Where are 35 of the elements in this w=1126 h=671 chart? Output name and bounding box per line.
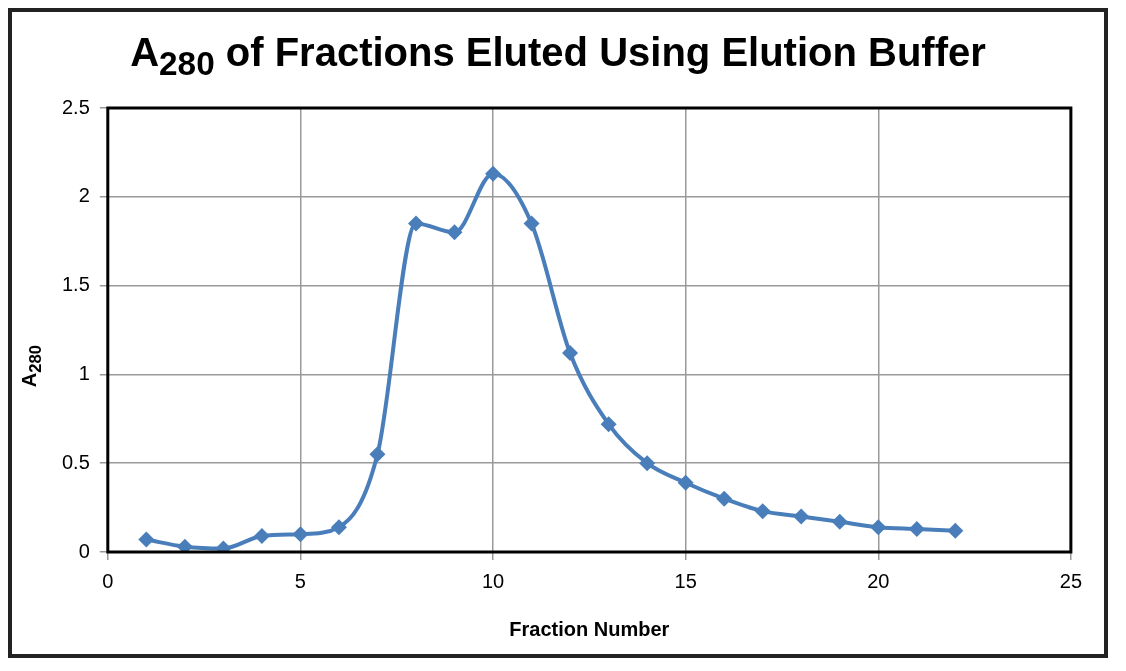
- point: [677, 474, 694, 491]
- point: [870, 519, 887, 536]
- x-tick-label: 25: [1059, 569, 1082, 592]
- y-tick-label: 0.5: [61, 450, 90, 473]
- y-tick-label: 0: [78, 539, 90, 562]
- x-tick-label: 10: [481, 569, 505, 592]
- point: [908, 520, 925, 537]
- x-tick-label: 5: [294, 569, 306, 592]
- point: [292, 526, 309, 543]
- y-tick-label: 2.5: [61, 95, 90, 118]
- x-axis-title: Fraction Number: [509, 617, 670, 640]
- point: [253, 528, 270, 545]
- chart-title: A$_{280}$ of Fractions Eluted Using Elution Buffer: [129, 29, 987, 84]
- point: [330, 519, 347, 536]
- point: [716, 490, 733, 507]
- point: [947, 522, 964, 539]
- x-tick-label: 15: [674, 569, 697, 592]
- point: [369, 446, 386, 463]
- point: [407, 215, 424, 232]
- point: [446, 224, 463, 241]
- point: [485, 165, 502, 182]
- point: [176, 538, 193, 552]
- x-tick-label: 0: [102, 569, 114, 592]
- point: [639, 455, 656, 472]
- y-tick-label: 2: [78, 184, 90, 207]
- point: [831, 513, 848, 530]
- point: [562, 345, 579, 362]
- point: [754, 503, 771, 520]
- point: [523, 215, 540, 232]
- y-tick-label: 1: [78, 361, 90, 384]
- point: [793, 508, 810, 525]
- point: [600, 416, 617, 433]
- point: [138, 531, 155, 548]
- y-tick-label: 1.5: [61, 273, 90, 296]
- x-tick-label: 20: [867, 569, 890, 592]
